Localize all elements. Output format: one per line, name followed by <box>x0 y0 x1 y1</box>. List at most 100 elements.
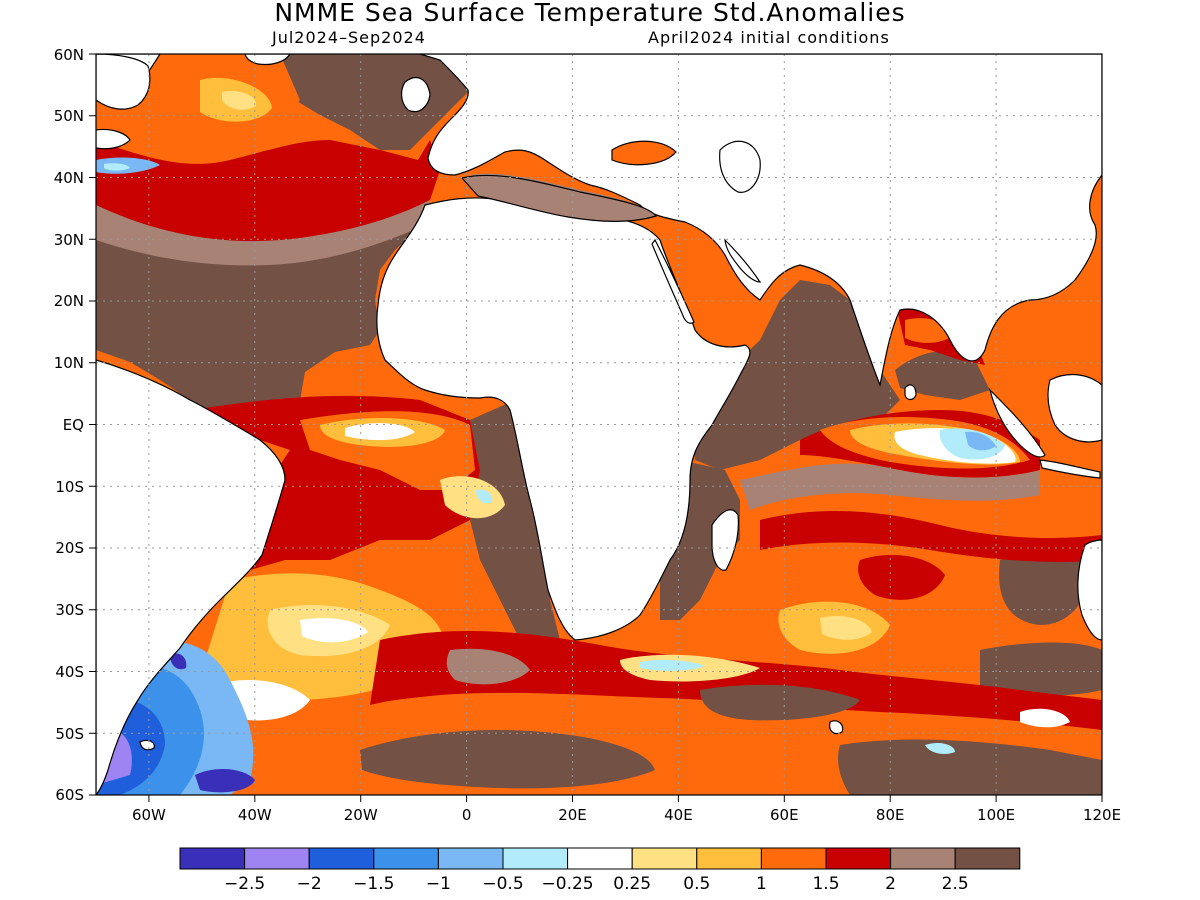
colorbar-label: −2 <box>297 874 322 894</box>
land-north-america <box>96 54 151 110</box>
colorbar-label: 2.5 <box>942 874 969 894</box>
land-falklands <box>139 739 155 751</box>
anomaly-region-cool-east-indian <box>965 431 996 451</box>
lat-tick-label: 30S <box>55 601 84 619</box>
anomaly-region-light-southern-ocean-east <box>925 742 955 754</box>
anomaly-region-brown-southeast-indian <box>980 642 1102 696</box>
anomaly-region-brown-southern-ocean-east <box>838 739 1102 795</box>
lat-tick-label: 20S <box>55 539 84 557</box>
anomaly-region-light-north-atlantic <box>104 163 130 171</box>
lon-tick-label: 60W <box>132 806 166 824</box>
water-red-sea <box>651 238 695 324</box>
colorbar-swatch <box>437 847 504 870</box>
anomaly-region-light-southern-ocean <box>640 659 705 671</box>
colorbar-swatch <box>631 847 698 870</box>
anomaly-region-white-north-atlantic <box>222 90 257 110</box>
lat-tick-label: 40S <box>55 663 84 681</box>
anomaly-region-red-north-atlantic <box>96 140 440 242</box>
lat-tick-label: 50S <box>55 725 84 743</box>
land-eurasia <box>419 54 1102 388</box>
colorbar-label: 0.25 <box>613 874 651 894</box>
lon-tick-label: 0 <box>462 806 472 824</box>
lat-tick-label: 20N <box>54 292 84 310</box>
colorbar-label: 1 <box>756 874 767 894</box>
lat-tick-label: 10S <box>55 478 84 496</box>
colorbar-swatch <box>954 847 1021 870</box>
lat-tick-label: 60N <box>54 46 84 64</box>
lat-tick-label: 40N <box>54 169 84 187</box>
land-kerguelen <box>829 720 844 735</box>
lon-tick-label: 120E <box>1083 806 1121 824</box>
lon-tick-label: 20W <box>344 806 378 824</box>
anomaly-region-purple-far-south-atlantic <box>195 768 255 793</box>
colorbar-label: −1.5 <box>353 874 394 894</box>
colorbar-label: −2.5 <box>224 874 265 894</box>
land-java <box>1039 459 1101 479</box>
anomaly-region-brown-southern-ocean-central <box>700 684 860 721</box>
anomaly-region-brown-southern-ocean-west <box>360 730 655 789</box>
lat-tick-label: 50N <box>54 107 84 125</box>
lat-tick-label: 60S <box>55 786 84 804</box>
water-mediterranean <box>460 174 658 222</box>
axis-ticks <box>89 53 1103 802</box>
lon-tick-label: 80E <box>876 806 905 824</box>
anomaly-region-red-southern-ocean <box>370 630 1102 730</box>
anomaly-region-light-south-equatorial-atlantic <box>476 489 493 504</box>
anomaly-region-mauve-north-atlantic <box>96 200 430 266</box>
anomaly-region-brown-southeast-atlantic <box>470 400 560 640</box>
map-title: NMME Sea Surface Temperature Std.Anomali… <box>274 0 906 27</box>
land-sri-lanka <box>904 384 917 401</box>
anomaly-region-brown-north-atlantic <box>280 54 470 150</box>
colorbar-swatch <box>308 847 375 870</box>
anomaly-region-brown-bay-of-bengal <box>895 351 990 400</box>
forecast-period: Jul2024–Sep2024 <box>272 28 426 47</box>
colorbar-swatch <box>244 847 310 870</box>
land-south-america <box>96 359 286 795</box>
land-british-isles <box>401 77 431 113</box>
lon-tick-label: 40E <box>664 806 693 824</box>
lat-tick-label: 30N <box>54 231 84 249</box>
lon-tick-label: 20E <box>558 806 587 824</box>
anomaly-region-white-south-indian <box>820 615 872 640</box>
anomaly-region-white-core-south-atlantic <box>300 618 368 643</box>
colorbar-swatch <box>502 847 569 870</box>
lat-tick-label: 10N <box>54 354 84 372</box>
colorbar-swatch <box>179 847 246 870</box>
colorbar-label: −0.5 <box>482 874 523 894</box>
map-gridlines <box>96 54 1102 795</box>
colorbar-swatch <box>825 847 892 870</box>
colorbar-label: −1 <box>426 874 451 894</box>
anomaly-region-white-equatorial-atlantic <box>345 423 415 441</box>
land-iceland <box>244 54 291 66</box>
colorbar: −2.5 −2 −1.5 −1 −0.5 −0.25 0.25 0.5 1 1.5 2 2.5 <box>179 847 1021 894</box>
water-caspian-sea <box>719 140 761 193</box>
colorbar-label: 2 <box>885 874 896 894</box>
water-black-sea <box>611 140 677 166</box>
colorbar-swatch <box>890 847 956 870</box>
lat-tick-label: EQ <box>63 416 84 434</box>
anomaly-region-brown-south-indian <box>999 549 1090 625</box>
lon-tick-label: 100E <box>977 806 1015 824</box>
lon-tick-label: 60E <box>770 806 799 824</box>
anomaly-region-white-southern-ocean-east <box>1020 708 1070 728</box>
anomaly-region-mauve-southern-ocean <box>446 648 530 685</box>
land-sumatra <box>988 388 1046 458</box>
initial-conditions-label: April2024 initial conditions <box>648 28 890 47</box>
anomaly-region-purple-southwest-atlantic <box>170 653 187 670</box>
colorbar-label: 0.5 <box>683 874 710 894</box>
colorbar-swatch <box>760 847 827 870</box>
colorbar-swatch <box>567 847 633 870</box>
land-africa <box>376 197 751 641</box>
land-labrador <box>96 128 131 150</box>
anomaly-region-red-south-indian <box>760 510 1102 562</box>
colorbar-label: 1.5 <box>812 874 839 894</box>
lon-tick-label: 40W <box>238 806 272 824</box>
colorbar-swatch <box>696 847 762 870</box>
land-maritime-continent <box>1047 373 1102 443</box>
water-persian-gulf <box>724 238 762 283</box>
anomaly-region-mauve-equatorial-indian <box>740 463 1040 510</box>
colorbar-swatch <box>373 847 439 870</box>
anomaly-region-red-mid-south-indian <box>858 555 945 600</box>
colorbar-label: −0.25 <box>542 874 594 894</box>
